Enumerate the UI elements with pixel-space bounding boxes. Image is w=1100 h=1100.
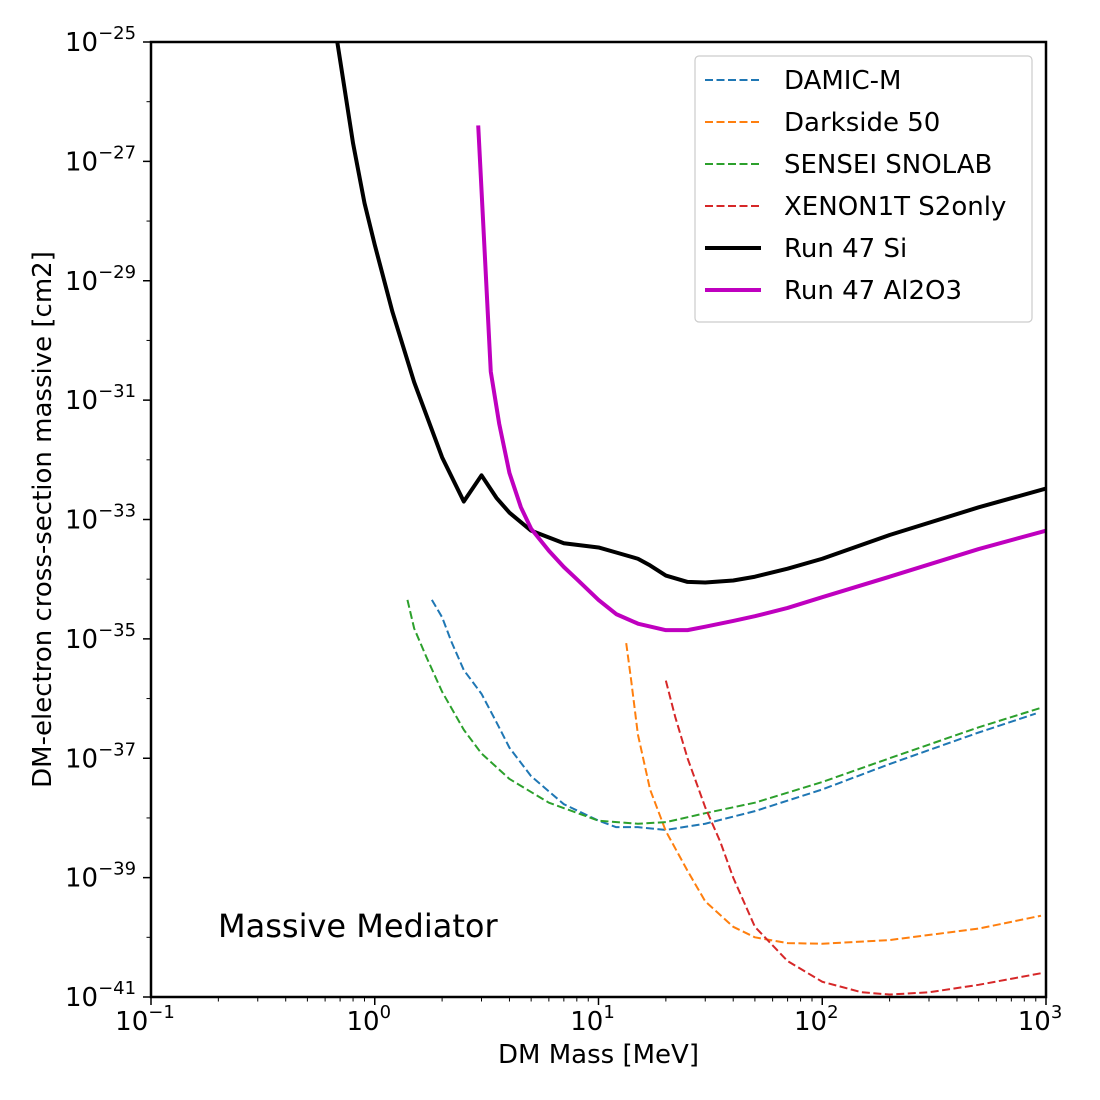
legend: DAMIC-M Darkside 50 SENSEI SNOLAB XENON1T S… [694, 55, 1033, 323]
y-tick-label: 10−29 [65, 262, 136, 297]
axes-layer: 10−1 100 101 102 103 10−25 10−27 10−29 10−31 10−3… [65, 23, 1062, 1037]
legend-label: DAMIC-M [784, 66, 901, 96]
series-layer [335, 42, 1046, 996]
y-tick-label: 10−37 [65, 739, 136, 774]
y-axis-title: DM-electron cross-section massive [cm2] [28, 251, 58, 788]
series-line-run-47-si [335, 42, 1046, 585]
x-tick-label: 100 [346, 1002, 391, 1037]
annotation-label: Massive Mediator [218, 907, 498, 945]
legend-label: Run 47 Al2O3 [784, 276, 962, 306]
y-tick-label: 10−27 [65, 142, 136, 177]
legend-box [694, 55, 1033, 323]
x-tick-label: 103 [1018, 1002, 1063, 1037]
y-tick-label: 10−41 [65, 978, 136, 1013]
y-tick-label: 10−35 [65, 620, 136, 655]
y-tick-label: 10−33 [65, 501, 136, 536]
x-tick-label: 102 [794, 1002, 839, 1037]
legend-label: SENSEI SNOLAB [784, 150, 992, 180]
x-tick-label: 10−1 [115, 1002, 175, 1037]
x-axis-title: DM Mass [MeV] [498, 1040, 699, 1070]
legend-label: XENON1T S2only [784, 192, 1006, 222]
legend-label: Darkside 50 [784, 108, 940, 138]
y-tick-label: 10−25 [65, 23, 136, 58]
y-tick-label: 10−39 [65, 859, 136, 894]
series-line-darkside-50 [625, 642, 1042, 945]
series-line-run-47-al2o3 [476, 125, 1046, 633]
y-tick-label: 10−31 [65, 381, 136, 416]
x-tick-label: 101 [570, 1002, 615, 1037]
legend-label: Run 47 Si [784, 234, 907, 264]
series-line-sensei-snolab [406, 599, 1042, 825]
series-line-xenon1t-s2only [664, 680, 1042, 996]
series-line-damic-m [431, 599, 1037, 831]
